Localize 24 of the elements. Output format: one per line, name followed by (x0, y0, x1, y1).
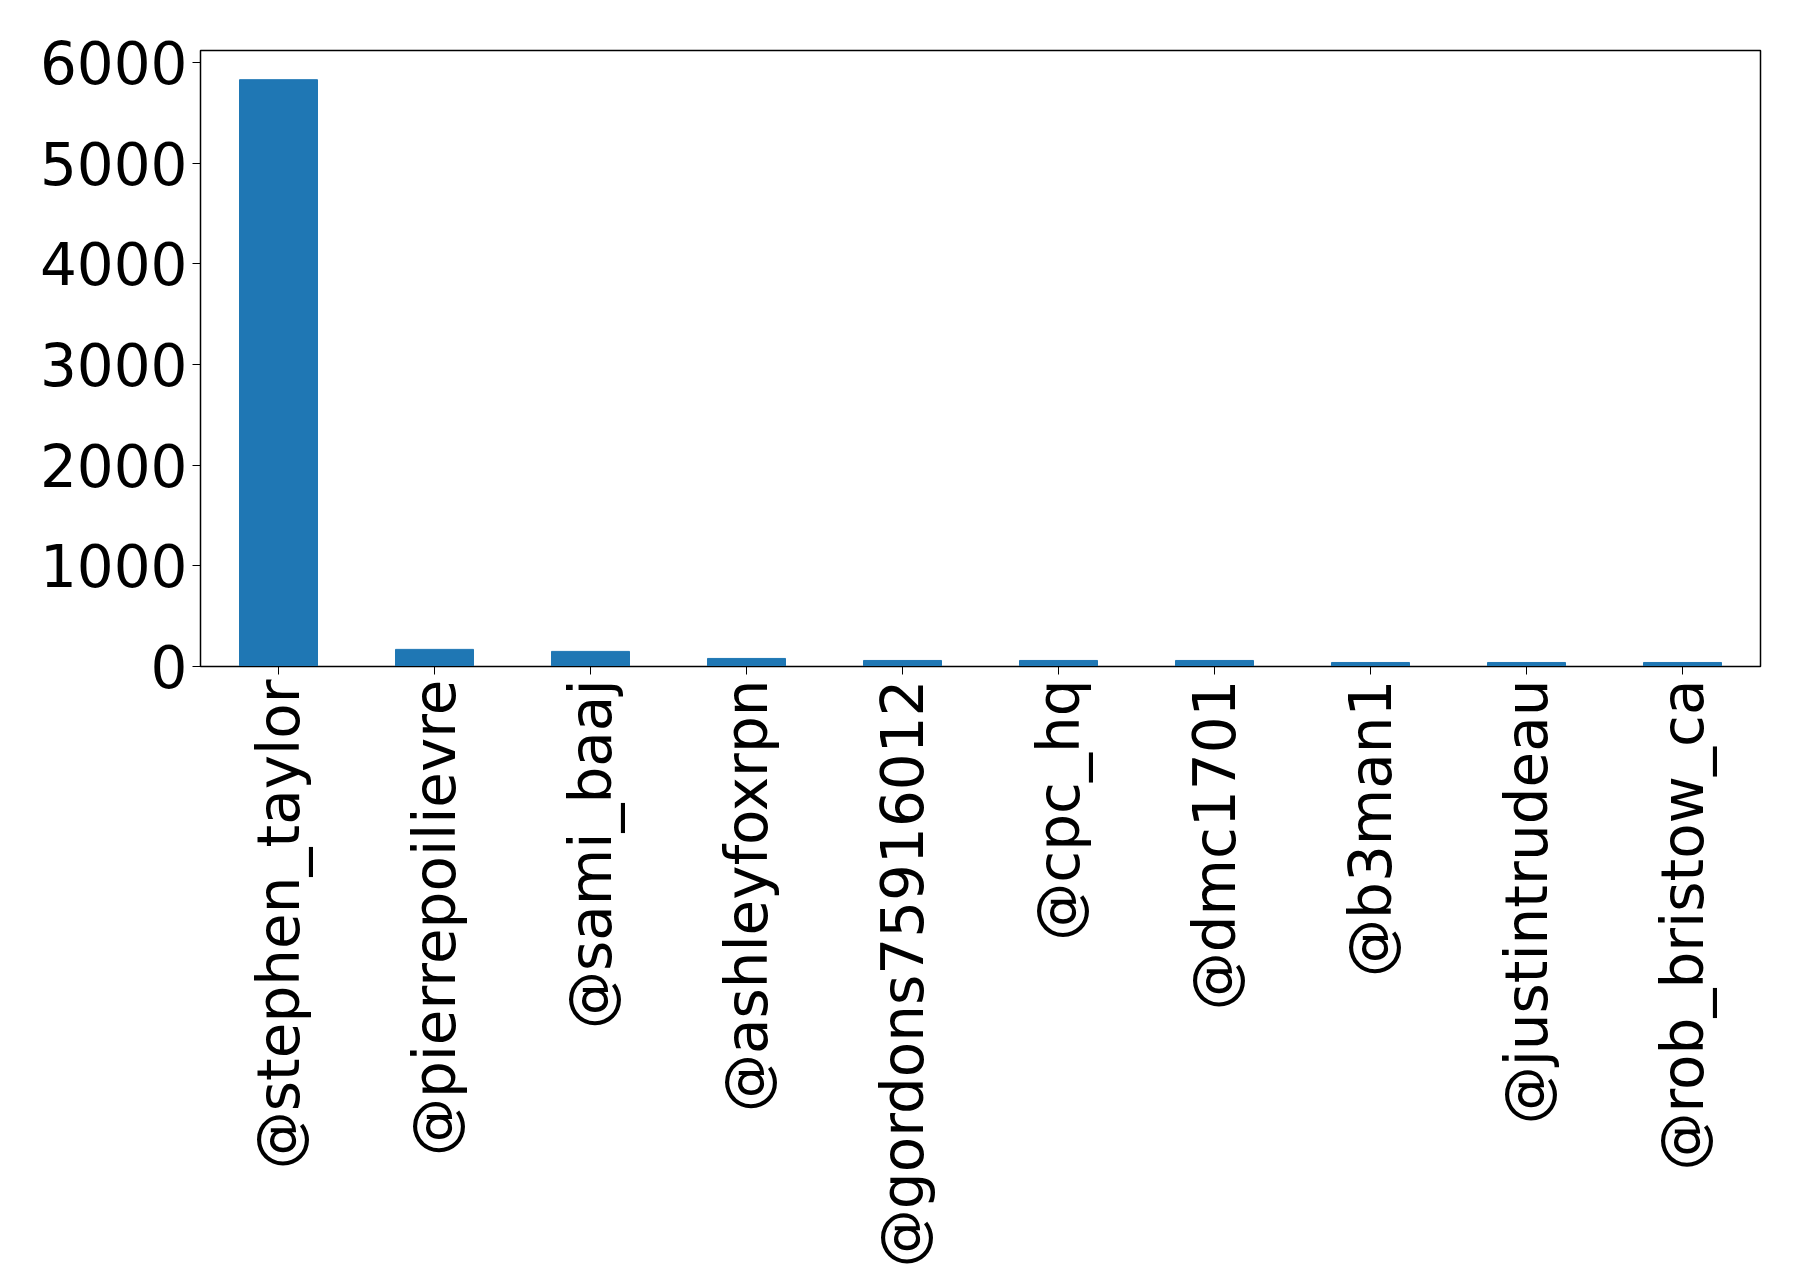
y-tick-label: 6000 (39, 30, 188, 99)
bar (395, 648, 474, 667)
y-tick-label: 5000 (39, 130, 188, 199)
bar (239, 79, 318, 667)
x-tick-label: @rob_bristow_ca (1648, 679, 1717, 1171)
bar (1175, 659, 1254, 667)
x-tick-label: @pierrepoilievre (400, 679, 469, 1157)
bar (863, 659, 942, 667)
bar (551, 650, 630, 667)
y-tick-label: 1000 (39, 533, 188, 602)
x-tick-label: @dmc1701 (1180, 679, 1249, 1011)
x-tick-label: @stephen_taylor (244, 679, 313, 1170)
x-tick-label: @sami_baaj (556, 679, 625, 1029)
x-tick-label: @gordons75916012 (868, 679, 937, 1268)
y-tick-label: 4000 (39, 231, 188, 300)
y-tick-label: 3000 (39, 332, 188, 401)
y-tick-label: 2000 (39, 432, 188, 501)
y-tick-label: 0 (150, 634, 188, 702)
x-tick-label: @ashleyfoxrpn (712, 679, 781, 1113)
bar (1019, 659, 1098, 667)
x-tick-label: @b3man1 (1336, 679, 1405, 977)
bar (707, 657, 786, 667)
x-tick-label: @justintrudeau (1492, 679, 1561, 1125)
x-tick-label: @cpc_hq (1024, 679, 1093, 941)
